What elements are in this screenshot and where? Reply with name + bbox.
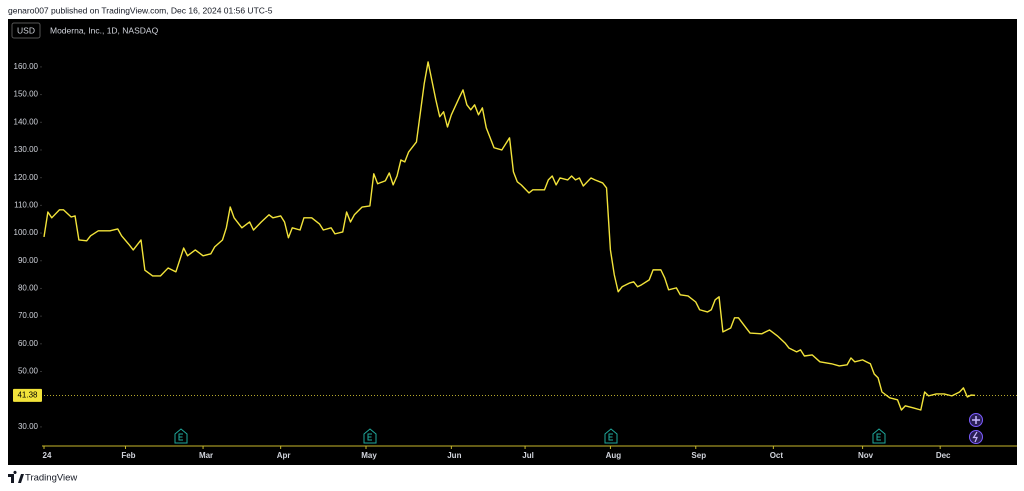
earnings-marker <box>174 428 188 444</box>
y-tick-label: 90.00 <box>18 256 39 265</box>
event-icons <box>969 413 983 444</box>
brand-logo-shape <box>8 470 24 483</box>
brand-name: TradingView <box>25 473 77 484</box>
earnings-markers <box>174 428 886 444</box>
x-tick-label: Sep <box>691 451 706 460</box>
x-tick-label: Mar <box>199 451 213 460</box>
x-tick-label: Nov <box>858 451 874 460</box>
chart-panel <box>8 19 1017 465</box>
x-tick-label: Feb <box>121 451 135 460</box>
x-tick-label: Dec <box>936 451 951 460</box>
earnings-marker <box>363 428 377 444</box>
earnings-marker <box>872 428 886 444</box>
y-tick-label: 70.00 <box>18 311 39 320</box>
y-tick-label: 80.00 <box>18 284 39 293</box>
chart-title: Moderna, Inc., 1D, NASDAQ <box>50 25 159 35</box>
y-tick-label: 30.00 <box>18 422 39 431</box>
x-tick-label: 24 <box>43 451 52 460</box>
y-tick-label: 160.00 <box>14 62 39 71</box>
currency-box <box>11 22 41 39</box>
y-tick-label: 100.00 <box>14 228 39 237</box>
y-tick-label: 60.00 <box>18 339 39 348</box>
y-tick-label: 50.00 <box>18 367 39 376</box>
y-tick-label: 130.00 <box>14 145 39 154</box>
y-tick-label: 150.00 <box>14 90 39 99</box>
y-tick-label: 140.00 <box>14 117 39 126</box>
y-tick-label: 110.00 <box>14 200 38 209</box>
x-tick-label: Apr <box>277 451 291 460</box>
x-tick-label: Jul <box>522 451 534 460</box>
event-icon-glyph <box>972 416 980 424</box>
publisher-line: genaro007 published on TradingView.com, … <box>8 5 273 15</box>
x-tick-label: Jun <box>447 451 461 460</box>
last-price-label: 41.38 <box>17 390 38 399</box>
price-line <box>43 61 976 411</box>
earnings-marker <box>604 428 618 444</box>
brand-logo <box>8 470 24 483</box>
x-tick-label: Aug <box>606 451 622 460</box>
event-icon-glyph <box>972 431 978 443</box>
y-tick-label: 120.00 <box>14 173 39 182</box>
last-price-box <box>13 388 42 402</box>
x-tick-label: Oct <box>770 451 784 460</box>
currency: USD <box>17 25 35 35</box>
x-tick-label: May <box>361 451 377 460</box>
